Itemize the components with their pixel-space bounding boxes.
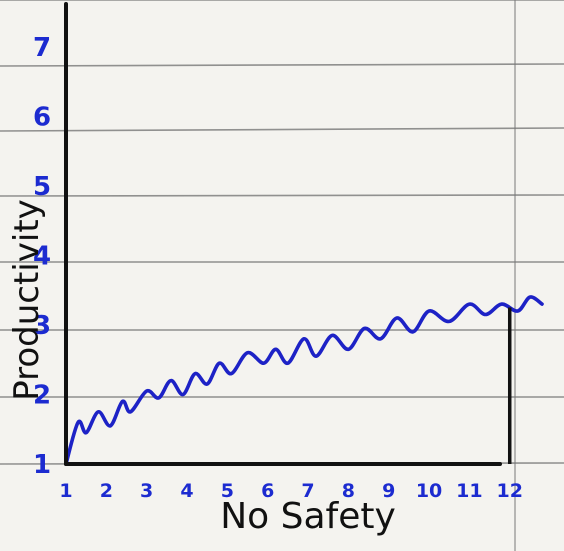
x-tick-label: 11 [456,480,482,502]
y-tick-label: 6 [33,102,51,132]
y-axis-label: Productivity [7,199,47,401]
y-tick-label: 4 [33,241,51,271]
x-tick-label: 4 [180,480,193,502]
x-tick-label: 5 [221,480,234,502]
x-tick-label: 7 [301,480,314,502]
x-axis-label: No Safety [220,496,396,537]
x-tick-label: 8 [342,480,355,502]
x-tick-label: 6 [261,480,274,502]
x-tick-label: 1 [59,480,72,502]
y-tick-label: 3 [33,311,51,341]
productivity-line [64,295,544,466]
y-tick-label: 2 [33,380,51,410]
y-tick-label: 7 [33,33,51,63]
x-tick-label: 2 [100,480,113,502]
y-tick-label: 5 [33,172,51,202]
y-tick-label: 1 [33,450,51,480]
x-tick-label: 10 [416,480,442,502]
x-tick-label: 3 [140,480,153,502]
x-tick-label: 12 [497,480,523,502]
x-tick-label: 9 [382,480,395,502]
